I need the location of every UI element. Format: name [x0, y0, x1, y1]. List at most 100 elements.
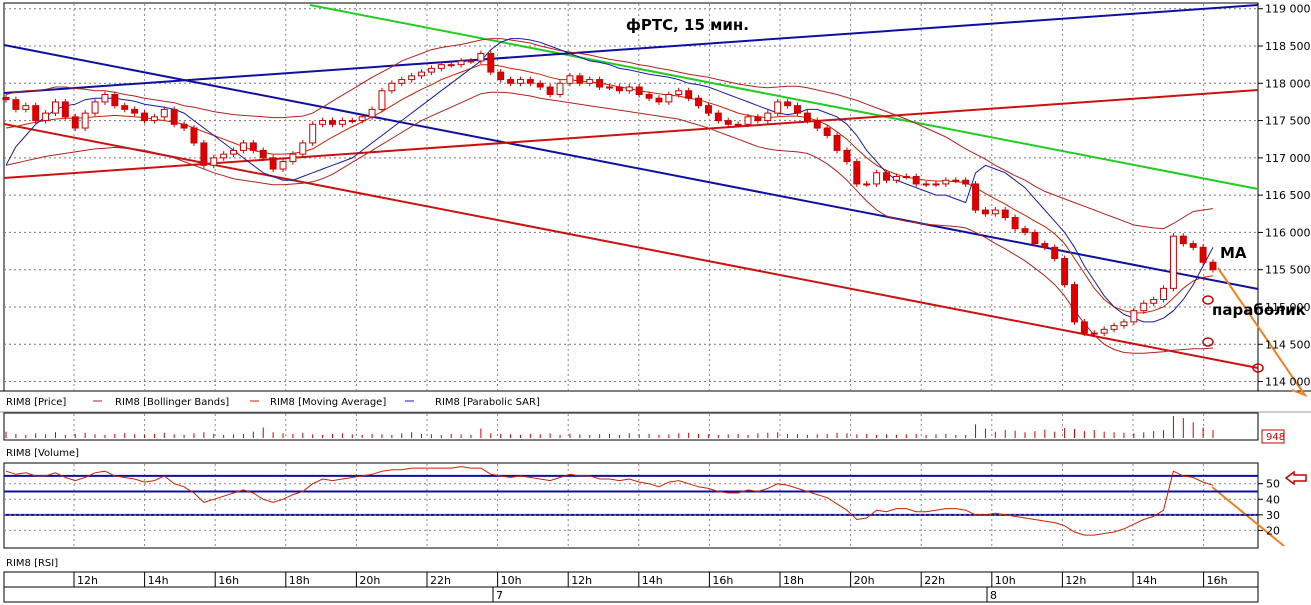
- candle-body: [734, 123, 742, 126]
- candle-body: [1001, 209, 1009, 219]
- candle-body: [675, 90, 683, 95]
- candle-body: [724, 120, 732, 125]
- candle-body: [477, 52, 485, 62]
- candle-body: [61, 101, 69, 118]
- candle-body: [516, 79, 524, 84]
- candle-body: [1110, 325, 1118, 330]
- channel-blue-lower: [3, 44, 1259, 290]
- candle-body: [566, 75, 574, 84]
- candle-body: [210, 157, 218, 166]
- annotation-parabolic: параболик: [1212, 301, 1306, 319]
- rsi-label: RIM8 [RSI]: [6, 558, 58, 569]
- candle-body: [665, 93, 673, 103]
- candle-body: [220, 153, 228, 159]
- rsi-tick-label: 20: [1266, 524, 1280, 537]
- marker-circle-channel: [1252, 363, 1264, 373]
- candle-body: [249, 142, 257, 151]
- time-tick-label: 16h: [712, 574, 733, 587]
- candle-body: [71, 116, 79, 129]
- price-tick-label: 118 500: [1265, 40, 1311, 53]
- time-tick-label: 12h: [1065, 574, 1086, 587]
- candle-body: [289, 153, 297, 163]
- candle-body: [615, 86, 623, 92]
- candle-body: [487, 52, 495, 73]
- candle-body: [596, 79, 604, 88]
- candle-body: [1179, 235, 1187, 245]
- time-tick-label: 10h: [995, 574, 1016, 587]
- candle-body: [1150, 299, 1158, 304]
- candle-body: [427, 67, 435, 73]
- markers: [1202, 295, 1264, 373]
- time-tick-label: 22h: [430, 574, 451, 587]
- candle-body: [902, 175, 910, 178]
- candle-body: [912, 175, 920, 185]
- candle-body: [863, 183, 871, 186]
- time-tick-label: 16h: [218, 574, 239, 587]
- time-tick-label: 22h: [924, 574, 945, 587]
- candle-body: [150, 116, 158, 122]
- candle-body: [398, 79, 406, 84]
- parabolic-sar-line: [5, 38, 1214, 323]
- trend-line-green: [309, 4, 1259, 190]
- candle-body: [279, 161, 287, 170]
- candle-body: [932, 183, 940, 186]
- price-grid: [4, 8, 1258, 383]
- candle-body: [774, 101, 782, 114]
- candle-body: [51, 101, 59, 114]
- candle-body: [556, 82, 564, 95]
- candle-body: [764, 112, 772, 122]
- annotation-ma: МА: [1220, 244, 1247, 262]
- candle-body: [625, 86, 633, 92]
- candle-body: [1090, 332, 1098, 335]
- time-tick-label: 12h: [77, 574, 98, 587]
- day-label: 8: [990, 589, 997, 602]
- candle-body: [1080, 321, 1088, 334]
- rsi-panel[interactable]: [3, 462, 1259, 549]
- candle-body: [576, 75, 584, 84]
- candle-body: [704, 105, 712, 114]
- candle-body: [952, 179, 960, 182]
- forecast-arrow-price: [1217, 267, 1308, 398]
- candle-body: [467, 60, 475, 63]
- candle-body: [645, 93, 653, 99]
- candle-body: [269, 157, 277, 170]
- candle-body: [853, 161, 861, 185]
- candle-body: [180, 123, 188, 129]
- legend-price: RIM8 [Price]: [6, 397, 66, 408]
- candle-body: [497, 71, 505, 81]
- candle-body: [794, 105, 801, 114]
- candle-body: [962, 179, 970, 185]
- candle-body: [813, 120, 821, 129]
- candle-body: [922, 183, 930, 186]
- time-tick-label: 14h: [642, 574, 663, 587]
- candle-body: [447, 64, 455, 67]
- bollinger-lower: [5, 91, 1214, 354]
- rsi-tick-label: 30: [1266, 509, 1280, 522]
- candle-body: [1100, 328, 1108, 334]
- rsi-tick-label: 40: [1266, 493, 1280, 506]
- candle-body: [714, 112, 722, 122]
- candle-body: [1189, 243, 1197, 248]
- price-tick-label: 117 000: [1265, 152, 1311, 165]
- candle-body: [239, 142, 247, 151]
- candle-body: [368, 108, 376, 118]
- price-panel[interactable]: [3, 2, 1259, 392]
- candle-body: [230, 149, 238, 155]
- candle-body: [200, 142, 208, 166]
- candle-body: [892, 175, 900, 181]
- volume-panel[interactable]: [3, 412, 1259, 441]
- legend: RIM8 [Price] RIM8 [Bollinger Bands] RIM8…: [6, 397, 540, 408]
- candle-body: [160, 108, 168, 118]
- candle-body: [546, 86, 554, 95]
- time-tick-label: 12h: [571, 574, 592, 587]
- candle-body: [695, 97, 703, 107]
- candle-body: [348, 120, 356, 123]
- candle-body: [1130, 310, 1138, 323]
- candles: [2, 50, 1217, 337]
- candle-body: [408, 75, 416, 81]
- price-tick-label: 116 000: [1265, 226, 1311, 239]
- rsi-line: [5, 466, 1214, 536]
- legend-parabolic: RIM8 [Parabolic SAR]: [435, 397, 540, 408]
- candle-body: [2, 96, 10, 101]
